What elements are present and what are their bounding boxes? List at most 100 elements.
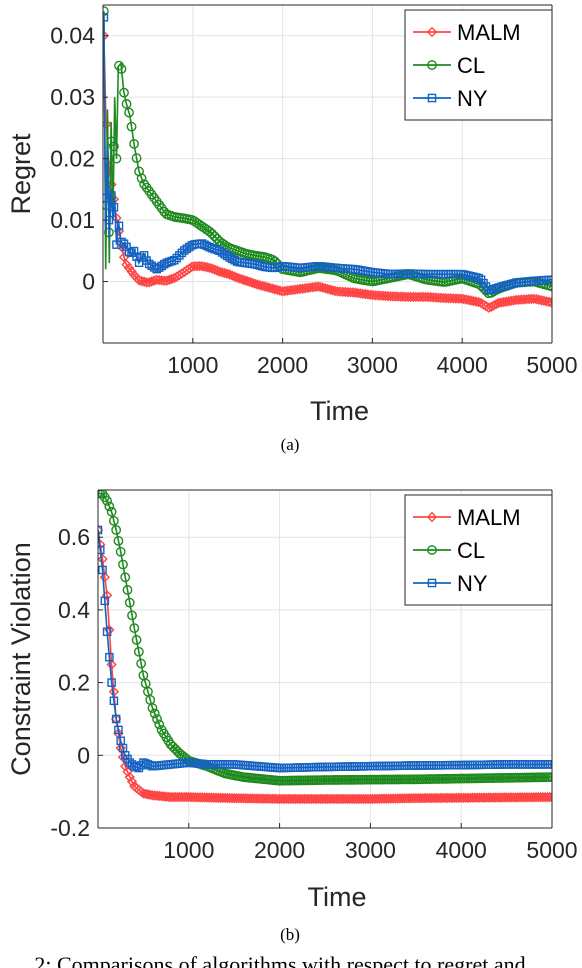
data-point-malm [474,792,485,803]
chart-regret: 1000 2000 3000 4000 5000 0 0.01 0.02 0.03 0.04 Tim… [6,4,578,454]
data-point-malm [376,793,387,804]
series-malm [98,524,552,805]
x-tick-label: 4000 [436,837,487,863]
data-point-malm [524,792,535,803]
data-point-malm [165,791,176,803]
data-point-malm [435,792,446,804]
data-point-cl [269,256,280,267]
data-point-cl [126,121,137,132]
data-point-malm [521,792,533,803]
data-point-malm [356,793,367,805]
data-point-malm [244,276,255,288]
data-point-cl [121,99,132,109]
data-point-ny [124,247,134,257]
data-point-ny [134,763,144,773]
data-point-malm [392,793,403,804]
legend-marker-ny [427,93,437,103]
x-axis-label: Time [310,396,369,426]
data-point-ny [117,237,126,247]
data-point-malm [544,791,552,803]
data-point-cl [124,107,134,118]
series-cl [98,490,552,786]
data-point-malm [335,793,347,805]
data-point-malm [449,792,460,804]
data-point-malm [396,793,408,804]
data-point-malm [365,793,376,805]
data-point-malm [440,792,451,804]
y-axis-label: Constraint Violation [6,542,36,776]
data-point-malm [174,791,185,803]
x-tick-label: 1000 [167,352,218,378]
chart-constraint-violation: 1000 2000 3000 4000 5000 -0.2 0 0.2 0.4 0.6 Time Co… [6,489,578,944]
data-point-malm [148,275,160,286]
legend-label-malm: MALM [457,505,521,530]
data-point-malm [542,791,552,803]
data-point-cl [136,658,147,669]
data-point-malm [315,793,326,805]
data-point-malm [172,791,183,803]
data-point-malm [510,792,521,803]
data-point-cl [102,496,112,506]
data-point-malm [308,793,319,805]
panel-caption: (a) [281,435,300,454]
data-point-malm [272,793,283,805]
data-point-malm [328,793,340,805]
data-point-malm [492,792,503,803]
data-point-cl [131,153,142,164]
data-point-malm [444,792,456,804]
data-point-cl [133,646,144,657]
data-point-ny [107,191,116,200]
data-point-cl [147,703,158,713]
data-point-malm [540,791,551,803]
data-point-malm [458,792,469,804]
data-point-malm [483,302,494,313]
data-point-malm [528,792,540,803]
series-malm [103,30,552,313]
data-point-ny [139,251,149,260]
data-point-cl [111,153,122,164]
data-point-malm [453,792,465,804]
data-point-malm [274,793,285,805]
data-point-cl [118,559,128,570]
data-point-malm [456,792,467,804]
data-point-malm [499,792,510,803]
data-point-malm [505,792,517,803]
data-point-malm [476,792,487,803]
data-point-malm [229,271,240,282]
data-point-malm [285,793,297,805]
data-point-malm [496,792,508,803]
data-point-malm [494,792,505,803]
data-point-malm [426,792,437,804]
data-point-malm [490,792,501,803]
data-point-cl [106,136,117,147]
data-point-malm [412,792,424,804]
data-point-malm [546,791,552,803]
data-point-malm [369,793,381,805]
x-tick-label: 3000 [347,352,398,378]
data-point-malm [224,269,235,280]
data-point-cl [115,546,126,557]
data-point-malm [239,275,250,286]
data-point-cl [546,281,552,292]
data-point-cl [131,635,142,645]
data-point-malm [546,297,552,308]
data-point-cl [194,219,205,230]
legend: MALM CL NY [404,9,553,121]
x-tick-label: 1000 [163,837,214,863]
data-point-malm [526,792,537,803]
data-point-malm [424,792,435,804]
data-point-malm [326,793,337,805]
data-point-malm [508,792,519,803]
data-point-malm [283,793,294,805]
data-point-malm [124,771,135,783]
data-point-ny [109,696,119,706]
data-point-malm [292,793,303,805]
data-point-malm [417,792,428,804]
data-point-malm [179,791,190,803]
data-point-cl [124,597,135,608]
legend: MALM CL NY [404,494,553,606]
data-point-malm [362,793,374,805]
data-point-ny [129,246,139,256]
y-tick-label: 0.02 [50,146,95,172]
data-point-malm [126,776,138,787]
